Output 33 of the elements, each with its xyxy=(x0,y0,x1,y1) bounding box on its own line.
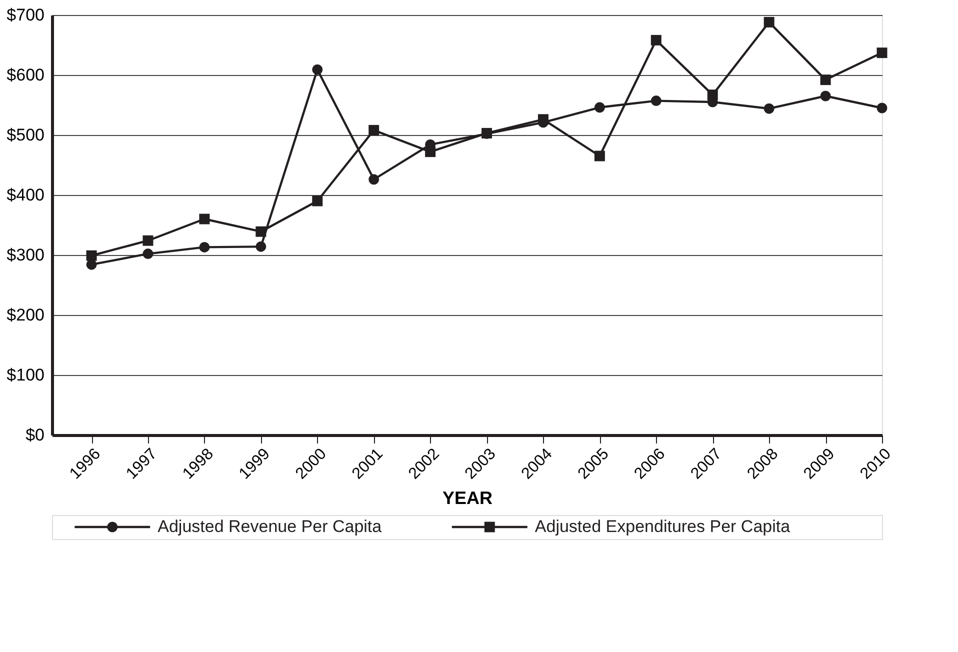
point xyxy=(86,250,97,261)
point xyxy=(650,34,662,46)
y-tick-label: $500 xyxy=(6,126,44,144)
point xyxy=(650,96,662,106)
y-tick-label: $0 xyxy=(26,426,44,444)
point xyxy=(256,241,266,252)
point xyxy=(256,226,266,237)
point xyxy=(199,214,210,224)
point xyxy=(142,248,154,260)
point xyxy=(368,174,380,185)
point xyxy=(764,16,774,28)
point xyxy=(764,103,774,114)
y-tick-label: $100 xyxy=(6,366,44,384)
point xyxy=(312,196,323,206)
point xyxy=(820,90,831,102)
point xyxy=(368,124,380,136)
point xyxy=(199,242,210,252)
point xyxy=(594,102,605,113)
y-tick-label: $300 xyxy=(6,246,44,264)
y-tick-label: $600 xyxy=(6,66,44,84)
legend-label: Adjusted Expenditures Per Capita xyxy=(534,517,791,536)
legend-label: Adjusted Revenue Per Capita xyxy=(158,517,382,536)
point xyxy=(820,74,831,86)
point xyxy=(876,48,888,58)
point xyxy=(86,259,97,270)
y-tick-label: $700 xyxy=(6,6,44,24)
point xyxy=(876,102,888,114)
point xyxy=(312,64,323,75)
y-tick-label: $400 xyxy=(6,186,44,204)
point xyxy=(142,235,154,246)
y-tick-label: $200 xyxy=(6,306,44,324)
point xyxy=(594,150,605,162)
x-axis-title: YEAR xyxy=(442,488,493,508)
